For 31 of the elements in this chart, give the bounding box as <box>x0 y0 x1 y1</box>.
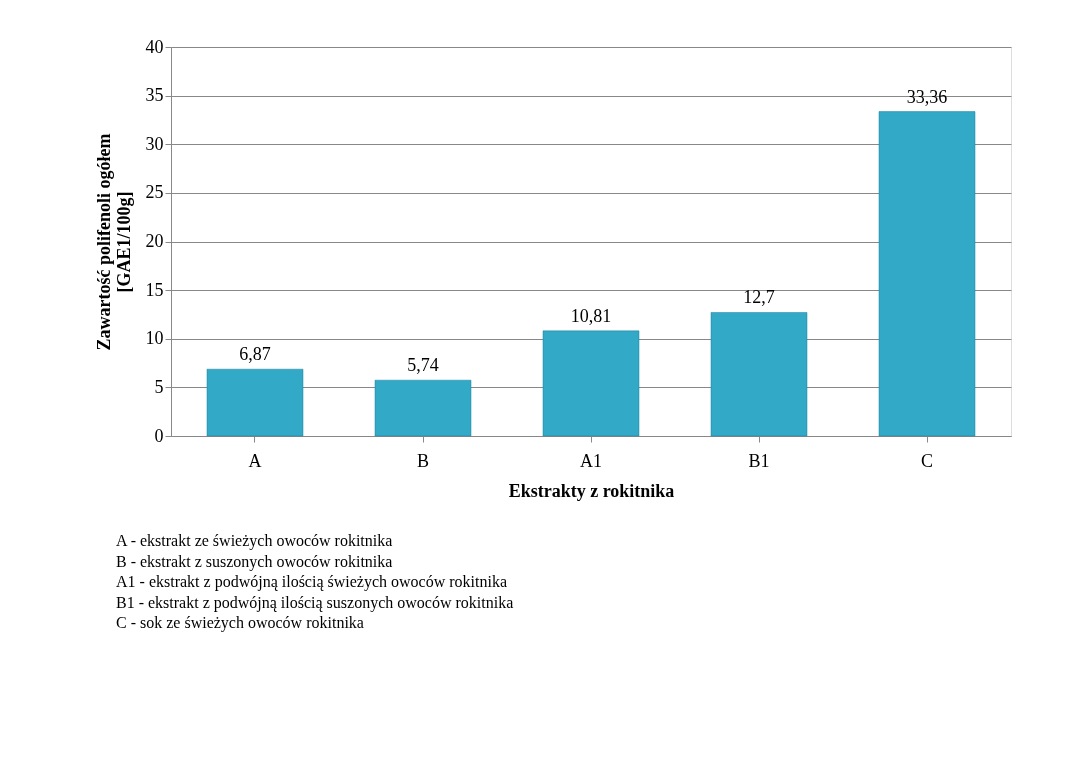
y-tick-label: 25 <box>145 182 164 203</box>
data-label: 5,74 <box>407 355 439 376</box>
bar <box>542 330 640 437</box>
x-tick-label: B1 <box>748 450 770 471</box>
text: A1 - ekstrakt z podwójną ilością świeżych owoców rokitnika <box>116 573 508 591</box>
x-axis-title: Ekstrakty z rokitnika <box>508 480 675 501</box>
bar <box>710 312 808 437</box>
y-tick-label: 5 <box>154 376 164 397</box>
data-label: 12,7 <box>743 287 775 308</box>
bar <box>374 379 472 437</box>
y-tick-label: 35 <box>145 85 164 106</box>
y-tick-label: 20 <box>145 231 164 251</box>
text: B1 - ekstrakt z podwójną ilością suszonych owoców rokitnika <box>116 593 514 612</box>
y-tick-label: 0 <box>154 425 164 446</box>
x-tick-label: A1 <box>580 450 602 471</box>
x-tick-label: B <box>416 450 430 471</box>
bar <box>878 111 976 437</box>
y-tick-label: 30 <box>145 133 164 154</box>
x-tick-label: C <box>920 450 934 471</box>
data-label: 6,87 <box>239 344 271 365</box>
y-tick-label: 40 <box>145 36 164 57</box>
data-label: 33,36 <box>906 86 948 107</box>
x-tick-label: A <box>248 450 262 471</box>
text: C - sok ze świeżych owoców rokitnika <box>116 614 364 632</box>
y-tick-label: 15 <box>145 279 164 300</box>
text: B - ekstrakt z suszonych owoców rokitnika <box>116 552 393 571</box>
y-tick-label: 10 <box>145 328 164 349</box>
bar <box>206 368 304 437</box>
data-label: 10,81 <box>570 305 612 326</box>
y-axis-title: Zawartość polifenoli ogółem [GAE1/100g] <box>93 133 134 351</box>
text: A - ekstrakt ze świeżych owoców rokitnika <box>116 532 393 550</box>
